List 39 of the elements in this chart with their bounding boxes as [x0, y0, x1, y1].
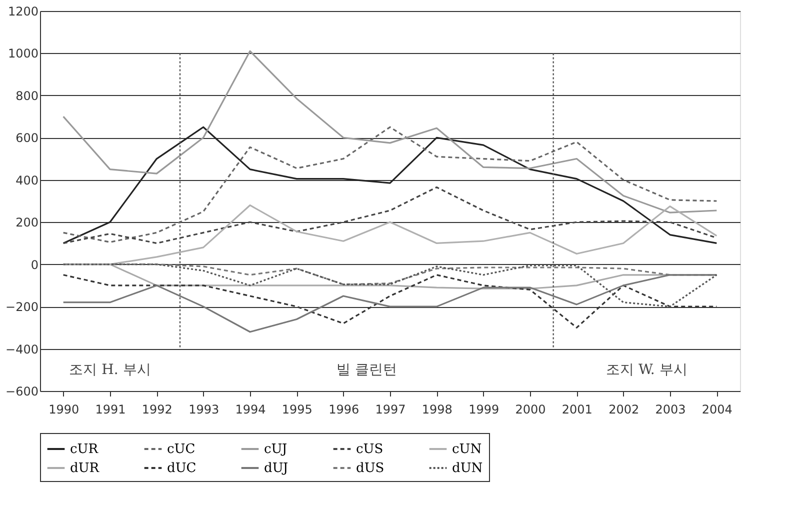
- x-tick-label: 2004: [702, 402, 732, 416]
- x-tick-label: 2001: [562, 402, 592, 416]
- legend-label: cUJ: [264, 442, 288, 457]
- x-tick-label: 1991: [95, 402, 126, 416]
- x-tick-label: 1993: [188, 402, 220, 416]
- y-tick-label: 1000: [8, 46, 38, 61]
- annotation: 조지 W. 부시: [606, 362, 688, 378]
- annotation: 조지 H. 부시: [69, 362, 151, 378]
- x-tick-label: 1999: [468, 402, 500, 416]
- y-tick-label: 200: [16, 216, 38, 230]
- legend-label: dUJ: [264, 461, 288, 476]
- y-tick-label: 400: [16, 173, 38, 188]
- annotation: 빌 클린턴: [336, 362, 397, 378]
- x-tick-label: 1996: [328, 402, 360, 416]
- x-tick-label: 1997: [375, 402, 406, 416]
- legend-label: dUN: [452, 461, 483, 476]
- line-series: [62, 50, 718, 214]
- legend-label: cUC: [167, 442, 196, 457]
- y-tick-label: 0: [30, 258, 38, 272]
- x-tick-label: 1998: [422, 402, 452, 416]
- x-tick-label: 2000: [515, 402, 546, 416]
- x-tick-label: 1995: [282, 402, 312, 416]
- legend-label: cUS: [356, 442, 384, 457]
- legend-label: dUC: [167, 461, 196, 476]
- y-tick-label: −600: [6, 384, 38, 398]
- y-tick-label: −400: [6, 342, 38, 356]
- legend-label: cUN: [452, 442, 482, 457]
- legend-label: dUS: [356, 461, 384, 476]
- y-tick-label: 800: [16, 88, 38, 103]
- x-tick-label: 2003: [655, 402, 686, 416]
- y-tick-label: 600: [16, 131, 38, 146]
- x-tick-label: 1990: [48, 402, 80, 416]
- x-tick-label: 1994: [235, 402, 266, 416]
- y-tick-label: 1200: [8, 4, 38, 18]
- x-tick-label: 2002: [608, 402, 640, 416]
- x-tick-label: 1992: [142, 402, 172, 416]
- y-tick-label: −200: [6, 300, 38, 314]
- legend-label: cUR: [70, 442, 100, 457]
- legend-label: dUR: [70, 461, 100, 476]
